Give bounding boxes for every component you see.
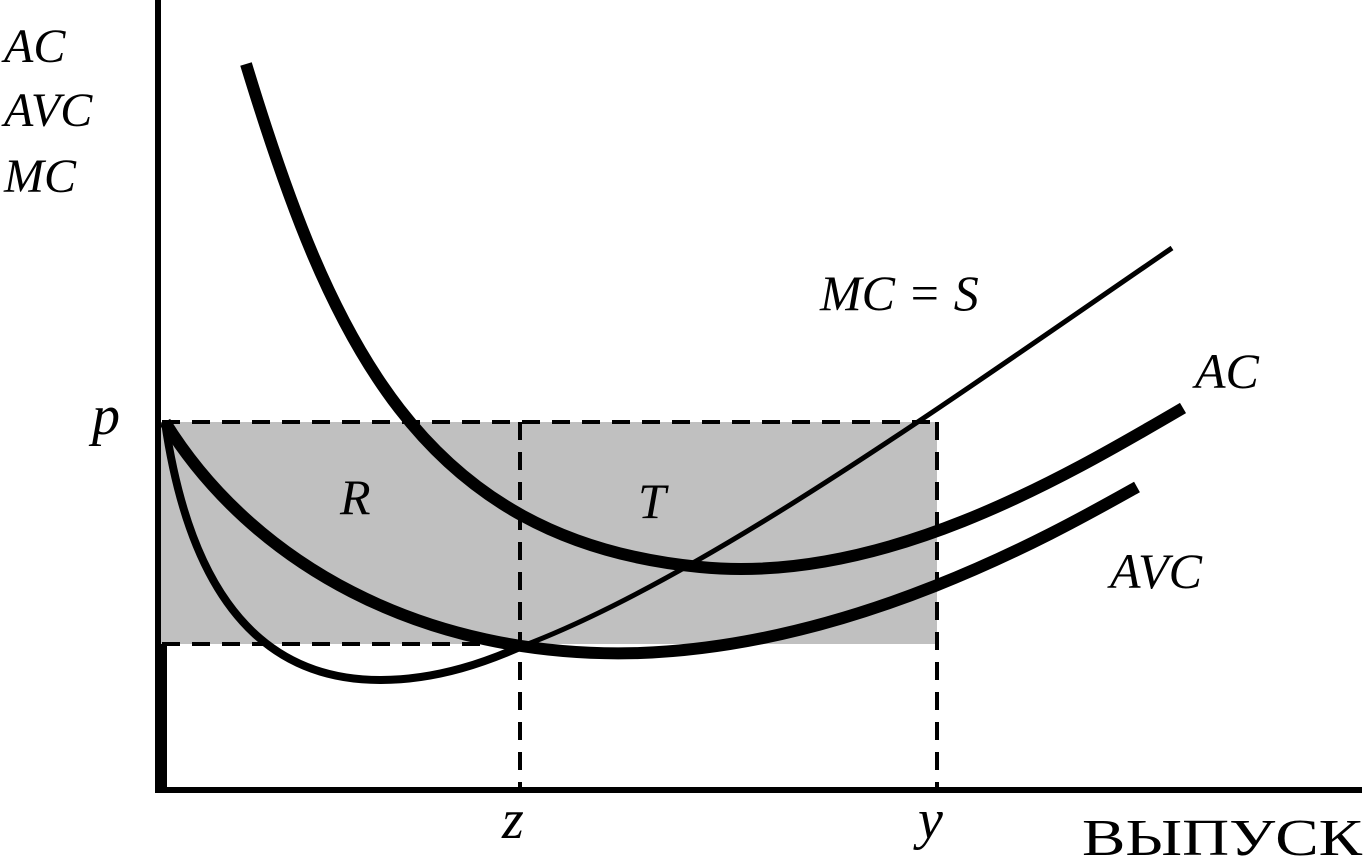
region-label-t: T	[638, 473, 669, 529]
y-axis-label-ac: AC	[1, 20, 66, 73]
x-axis-label: ВЫПУСК	[1082, 810, 1362, 858]
avc-curve-label: AVC	[1107, 543, 1203, 599]
avc-curve	[159, 418, 1140, 660]
price-label: p	[88, 385, 120, 447]
tick-label-y: y	[913, 789, 943, 851]
ac-curve	[240, 62, 1187, 576]
ac-curve-label: AC	[1192, 343, 1260, 399]
mc-curve-lower	[161, 421, 522, 685]
tick-label-z: z	[501, 789, 524, 851]
mc-curve-label: MC = S	[819, 265, 979, 321]
region-label-r: R	[339, 469, 371, 525]
mc-curve-upper	[519, 245, 1174, 650]
y-axis-label-avc: AVC	[1, 84, 93, 137]
y-axis-label-mc: MC	[3, 150, 77, 203]
